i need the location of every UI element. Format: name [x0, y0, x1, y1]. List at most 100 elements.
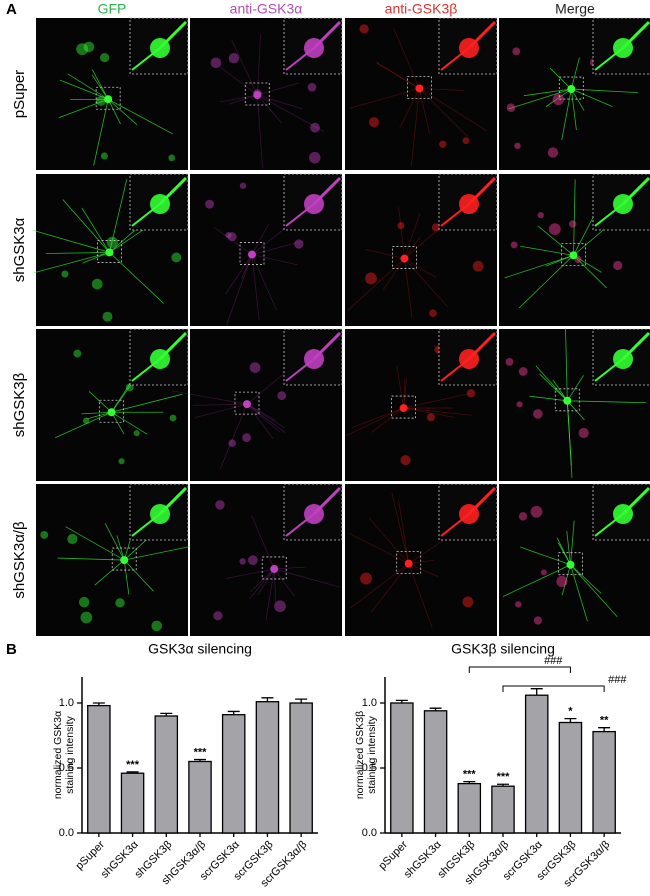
neurite	[57, 557, 125, 561]
inset-neurite	[158, 20, 188, 50]
neurite	[195, 403, 248, 418]
micrograph	[33, 173, 189, 326]
cell-body	[78, 596, 90, 608]
cell-body	[518, 367, 528, 376]
micrograph	[36, 17, 189, 170]
cell-body	[431, 223, 440, 232]
inset-neurite	[467, 486, 497, 516]
bar	[188, 760, 212, 834]
neurite	[219, 403, 248, 469]
inset-neurite	[312, 486, 342, 516]
inset-neurite	[131, 513, 161, 537]
neurite	[537, 225, 574, 256]
neurite	[107, 99, 121, 125]
neurite	[107, 98, 138, 125]
cell-body	[210, 57, 222, 69]
neurite	[213, 227, 253, 255]
neurite	[351, 407, 404, 428]
neurite	[520, 245, 574, 256]
error-bar	[295, 698, 308, 703]
neurite	[370, 407, 404, 433]
cell-body	[151, 620, 162, 632]
neurite	[251, 254, 298, 266]
micrograph	[171, 328, 343, 481]
neurite	[33, 252, 110, 274]
zoom-box	[392, 246, 417, 269]
inset-neurite	[621, 331, 650, 361]
neurite	[257, 568, 275, 596]
cell-body	[516, 401, 523, 408]
soma	[400, 254, 409, 263]
inset-neurite	[467, 20, 497, 50]
zoom-box	[407, 76, 432, 99]
cell-body	[227, 232, 237, 242]
inset-neurite	[594, 47, 624, 71]
error-bar	[92, 702, 105, 706]
zoom-box	[561, 242, 586, 266]
y-tick-label: 1.0	[362, 697, 377, 709]
neurite	[256, 34, 261, 96]
neurite	[246, 403, 286, 433]
neurite	[375, 61, 420, 89]
neurite	[82, 252, 110, 264]
neurite	[111, 412, 125, 435]
neurite	[55, 411, 112, 439]
neurite	[91, 69, 109, 100]
cell-body	[215, 500, 225, 510]
bar	[120, 772, 145, 834]
error-bar	[227, 710, 240, 715]
inset-neurite	[467, 331, 497, 361]
neurite	[370, 563, 409, 613]
column-header: anti-GSK3β	[385, 1, 458, 17]
neurite	[257, 94, 283, 124]
bar	[390, 702, 414, 834]
cell-body	[365, 272, 377, 285]
cell-body	[228, 52, 240, 64]
neurite	[45, 252, 110, 254]
neurite	[265, 568, 275, 621]
neurite	[104, 523, 125, 561]
neurite	[552, 379, 568, 402]
neurite	[508, 88, 572, 110]
zoom-box	[558, 552, 583, 576]
neurite	[571, 88, 613, 107]
cell-body	[99, 52, 110, 63]
neurite	[570, 88, 585, 111]
neurite	[566, 531, 571, 565]
zoom-box	[261, 556, 287, 580]
y-tick-label: 0.0	[59, 827, 74, 839]
cell-body	[308, 151, 321, 164]
error-bar	[598, 727, 611, 732]
neurite	[346, 407, 404, 436]
neurite	[228, 94, 258, 105]
significance-label: ***	[194, 746, 208, 758]
cell-body	[168, 154, 176, 162]
neurite	[570, 564, 618, 617]
cell-body	[568, 220, 577, 228]
row-label: shGSK3β	[11, 372, 28, 437]
neurite	[249, 568, 275, 600]
comparison-label: ###	[544, 655, 563, 667]
neurite	[408, 563, 438, 577]
column-header: GFP	[98, 1, 127, 17]
cell-body	[578, 427, 589, 439]
zoom-box	[396, 551, 422, 575]
neurite	[545, 88, 572, 108]
neurite	[257, 94, 325, 132]
neurite	[251, 515, 275, 570]
zoom-box	[558, 76, 584, 100]
neurite	[251, 254, 260, 320]
neurite	[403, 379, 406, 409]
cell-body	[96, 95, 107, 106]
soma	[242, 400, 251, 409]
cell-body	[518, 512, 528, 521]
neurite	[549, 67, 572, 90]
cell-body	[462, 137, 470, 145]
cell-body	[547, 147, 559, 158]
bar	[154, 715, 179, 834]
cell-body	[505, 357, 514, 366]
neurite	[250, 568, 275, 593]
micrograph	[190, 483, 343, 636]
inset-neurite	[285, 513, 315, 537]
inset-neurite	[312, 20, 342, 50]
